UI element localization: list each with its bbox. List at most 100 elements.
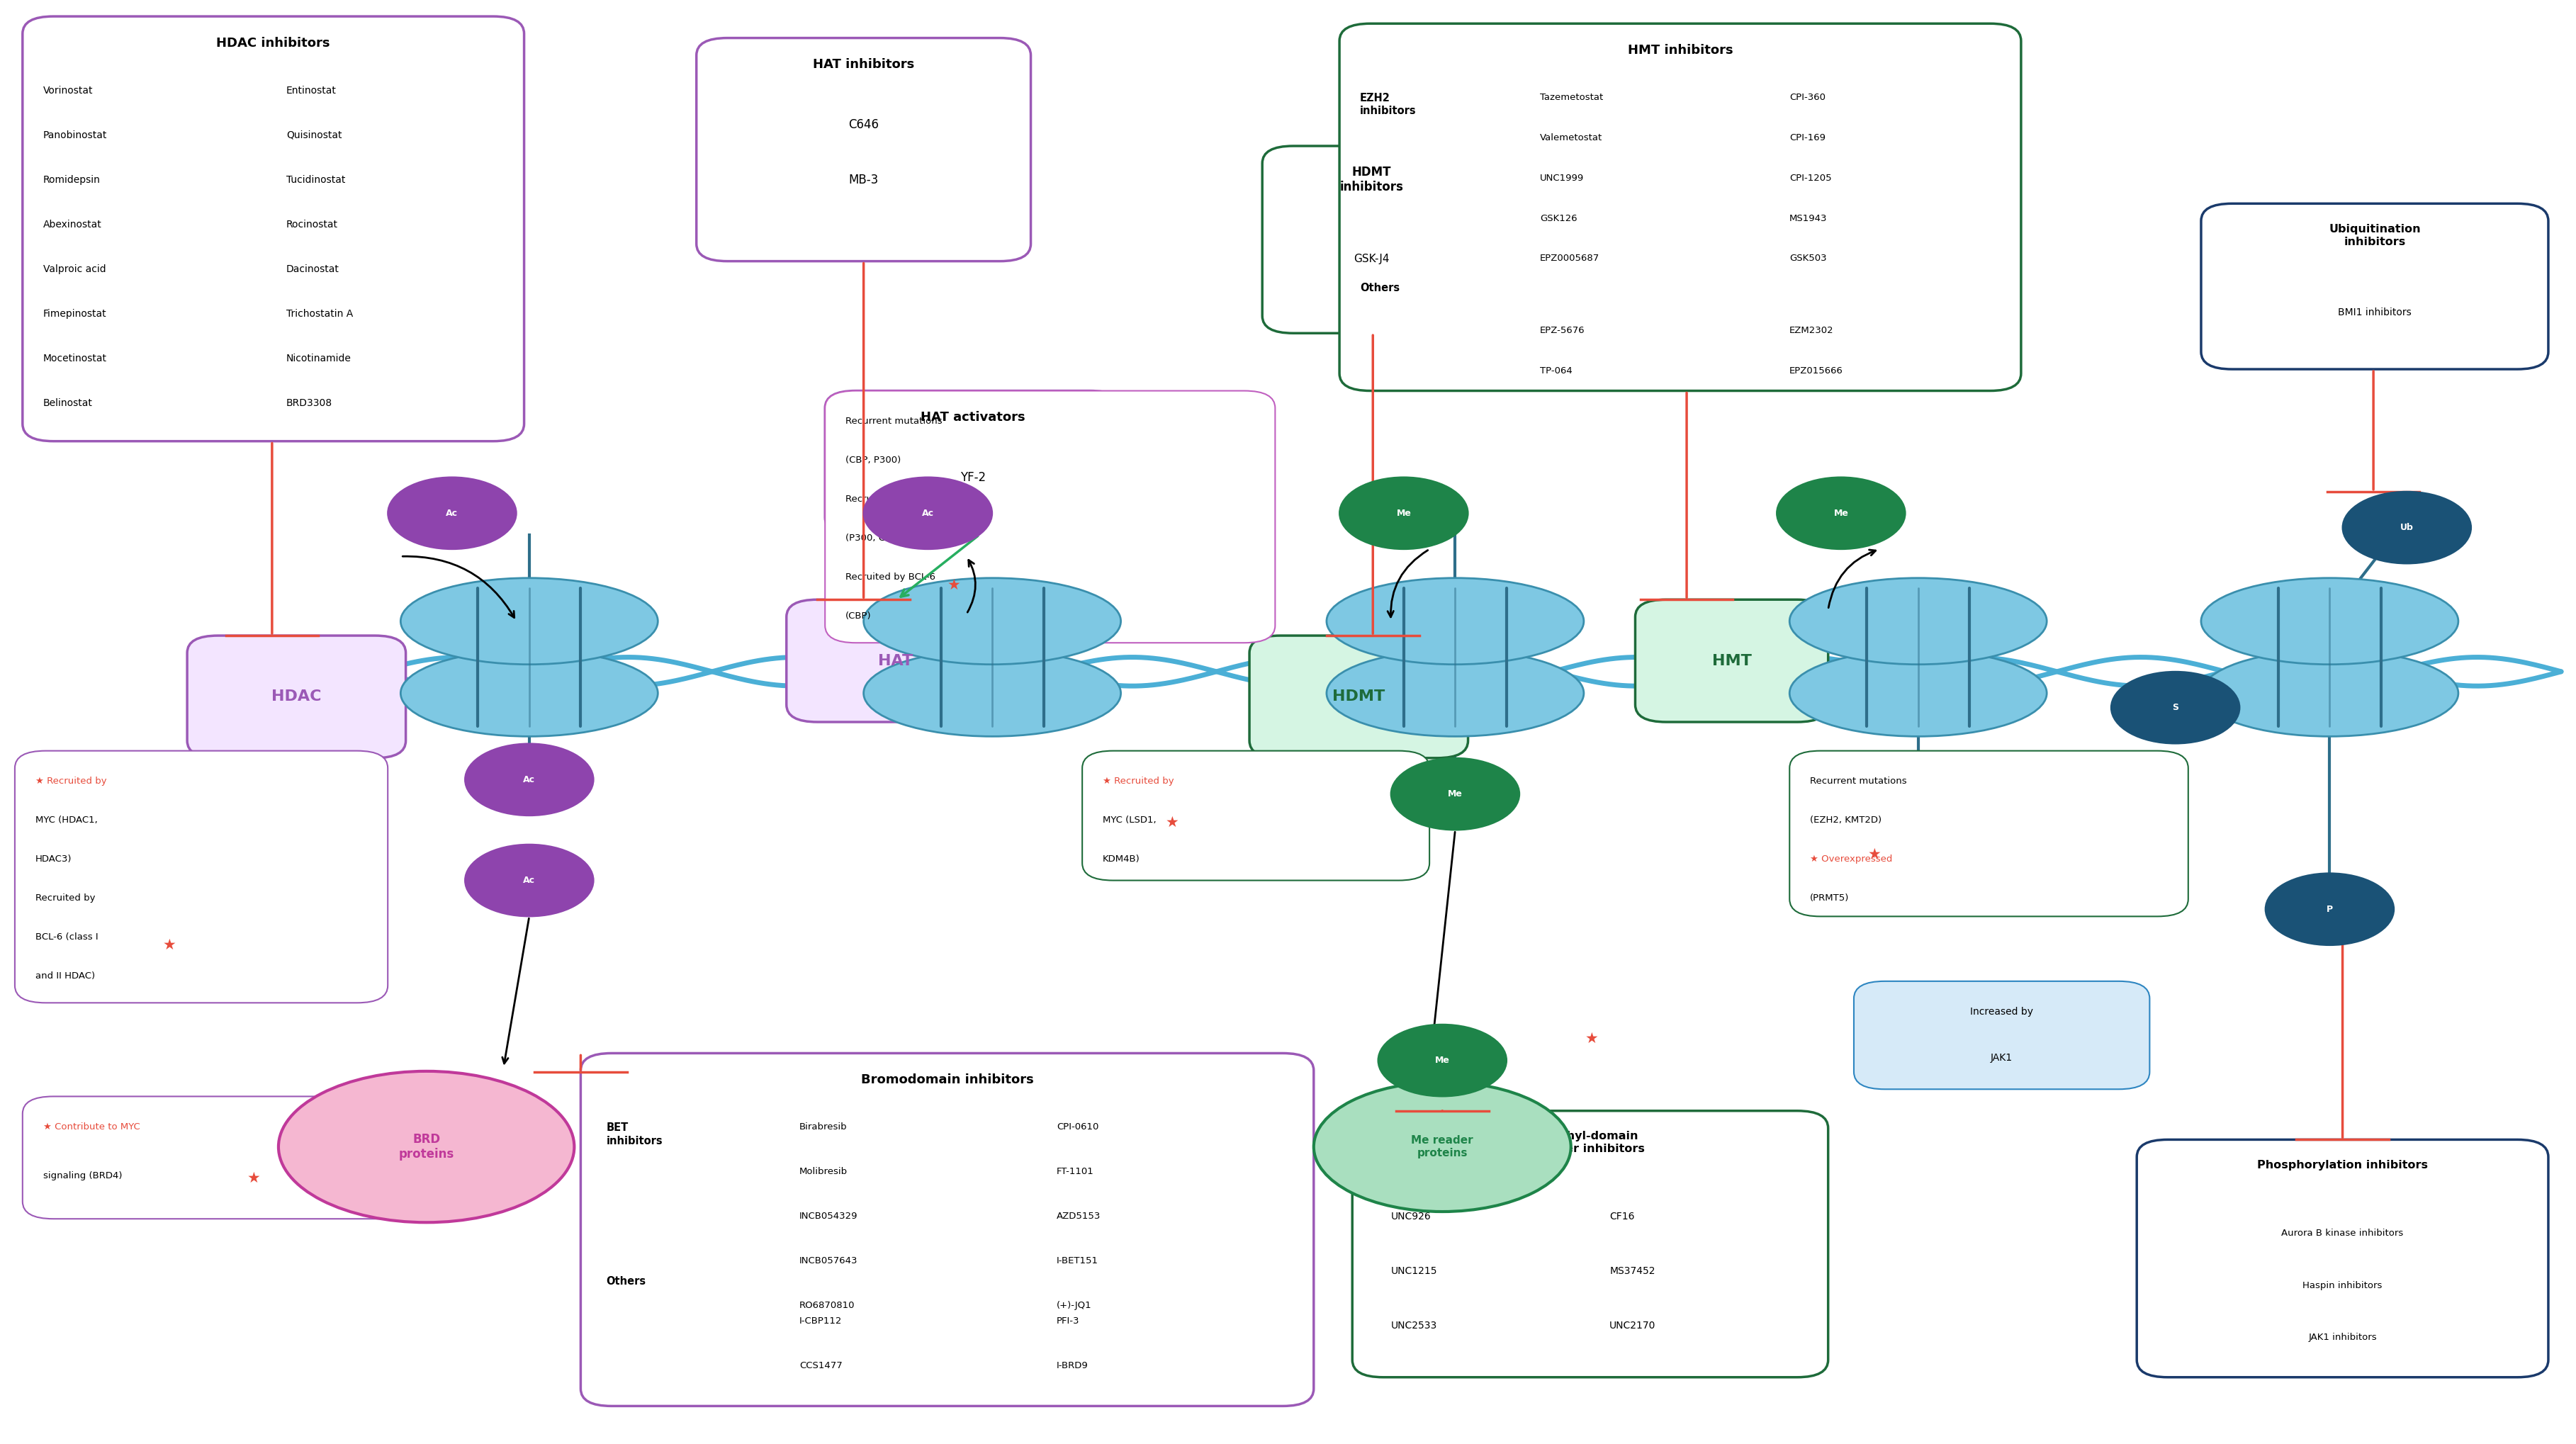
Text: Molibresib: Molibresib [799,1167,848,1177]
Text: Aurora B kinase inhibitors: Aurora B kinase inhibitors [2282,1229,2403,1238]
Text: and II HDAC): and II HDAC) [36,972,95,980]
Text: MB-3: MB-3 [848,173,878,186]
Text: EZH2
inhibitors: EZH2 inhibitors [1360,92,1417,117]
Text: Vorinostat: Vorinostat [44,85,93,95]
Text: Ac: Ac [446,508,459,518]
Text: BRD3308: BRD3308 [286,399,332,407]
Text: HDAC: HDAC [270,690,322,703]
Ellipse shape [1790,578,2048,664]
Text: KDM4B): KDM4B) [1103,855,1141,864]
Text: ★ Contribute to MYC: ★ Contribute to MYC [44,1122,139,1132]
Text: Panobinostat: Panobinostat [44,130,108,140]
Text: Belinostat: Belinostat [44,399,93,407]
Text: Ac: Ac [523,877,536,885]
FancyBboxPatch shape [580,1053,1314,1406]
Text: AZD5153: AZD5153 [1056,1212,1100,1220]
Text: Ac: Ac [523,775,536,784]
Text: EPZ015666: EPZ015666 [1790,367,1844,375]
Circle shape [863,477,992,549]
FancyBboxPatch shape [2200,204,2548,370]
Text: CPI-169: CPI-169 [1790,133,1826,142]
Text: GSK126: GSK126 [1540,214,1577,222]
Text: MS1943: MS1943 [1790,214,1826,222]
Text: Me reader
proteins: Me reader proteins [1412,1135,1473,1158]
Text: JAK1 inhibitors: JAK1 inhibitors [2308,1333,2378,1341]
Circle shape [389,477,515,549]
Text: (P300, GCN5, Tip60): (P300, GCN5, Tip60) [845,533,940,543]
Text: UNC2533: UNC2533 [1391,1321,1437,1331]
Text: Recurrent mutations: Recurrent mutations [1811,777,1906,786]
FancyBboxPatch shape [23,1096,410,1219]
Text: GSK-J4: GSK-J4 [1355,254,1388,264]
Text: CPI-0610: CPI-0610 [1056,1122,1097,1132]
FancyBboxPatch shape [15,751,389,1002]
Text: I-BRD9: I-BRD9 [1056,1362,1087,1370]
FancyBboxPatch shape [188,635,407,758]
FancyBboxPatch shape [696,38,1030,261]
Ellipse shape [2200,650,2458,736]
Text: I-BET151: I-BET151 [1056,1256,1097,1265]
Text: Valemetostat: Valemetostat [1540,133,1602,142]
Text: PFI-3: PFI-3 [1056,1317,1079,1326]
Text: Others: Others [605,1276,647,1287]
Circle shape [2342,491,2470,563]
Text: INCB057643: INCB057643 [799,1256,858,1265]
Ellipse shape [402,578,657,664]
Text: MYC (LSD1,: MYC (LSD1, [1103,816,1157,825]
Text: Tucidinostat: Tucidinostat [286,175,345,185]
Text: CF16: CF16 [1610,1212,1636,1222]
Text: Me: Me [1448,790,1463,799]
Ellipse shape [1314,1082,1571,1212]
Text: UNC2170: UNC2170 [1610,1321,1656,1331]
Circle shape [1391,758,1520,830]
Text: Ubiquitination
inhibitors: Ubiquitination inhibitors [2329,224,2421,247]
Text: JAK1: JAK1 [1991,1053,2012,1063]
FancyBboxPatch shape [1790,751,2187,917]
Text: HAT: HAT [878,654,914,669]
Text: RO6870810: RO6870810 [799,1301,855,1310]
FancyBboxPatch shape [1082,751,1430,881]
Text: BCL-6 (class I: BCL-6 (class I [36,933,98,941]
Circle shape [1378,1024,1507,1096]
Text: EZM2302: EZM2302 [1790,326,1834,335]
Ellipse shape [1790,650,2048,736]
Text: I-CBP112: I-CBP112 [799,1317,842,1326]
Text: HDAC3): HDAC3) [36,855,72,864]
Text: Haspin inhibitors: Haspin inhibitors [2303,1281,2383,1289]
FancyBboxPatch shape [1262,146,1481,334]
Ellipse shape [863,578,1121,664]
Text: CPI-1205: CPI-1205 [1790,173,1832,182]
Text: HMT: HMT [1713,654,1752,669]
Text: HDMT
inhibitors: HDMT inhibitors [1340,166,1404,193]
Text: Me: Me [1396,508,1412,518]
FancyBboxPatch shape [786,599,1005,722]
Text: Dacinostat: Dacinostat [286,264,340,274]
FancyBboxPatch shape [2136,1139,2548,1378]
FancyBboxPatch shape [1249,635,1468,758]
Text: ★: ★ [1584,1031,1597,1045]
Text: Others: Others [1360,283,1399,293]
Text: Me: Me [1834,508,1850,518]
Text: Recruited by MYC: Recruited by MYC [845,494,927,504]
Text: EPZ0005687: EPZ0005687 [1540,254,1600,263]
Text: BET
inhibitors: BET inhibitors [605,1122,662,1147]
Ellipse shape [1327,650,1584,736]
Text: S: S [2172,703,2179,712]
Text: UNC1215: UNC1215 [1391,1266,1437,1276]
Text: GSK503: GSK503 [1790,254,1826,263]
Text: Me: Me [1435,1056,1450,1066]
FancyBboxPatch shape [1636,599,1829,722]
Text: HDMT: HDMT [1332,690,1386,703]
Text: CCS1477: CCS1477 [799,1362,842,1370]
Circle shape [1777,477,1906,549]
Text: HDAC inhibitors: HDAC inhibitors [216,36,330,49]
Text: Quisinostat: Quisinostat [286,130,343,140]
Text: EPZ-5676: EPZ-5676 [1540,326,1584,335]
FancyBboxPatch shape [1855,982,2148,1089]
Text: ★: ★ [1868,848,1880,862]
Text: Bromodomain inhibitors: Bromodomain inhibitors [860,1073,1033,1086]
Text: (PRMT5): (PRMT5) [1811,894,1850,902]
Text: YF-2: YF-2 [961,471,987,484]
Ellipse shape [278,1071,574,1223]
Text: Ub: Ub [2401,523,2414,533]
